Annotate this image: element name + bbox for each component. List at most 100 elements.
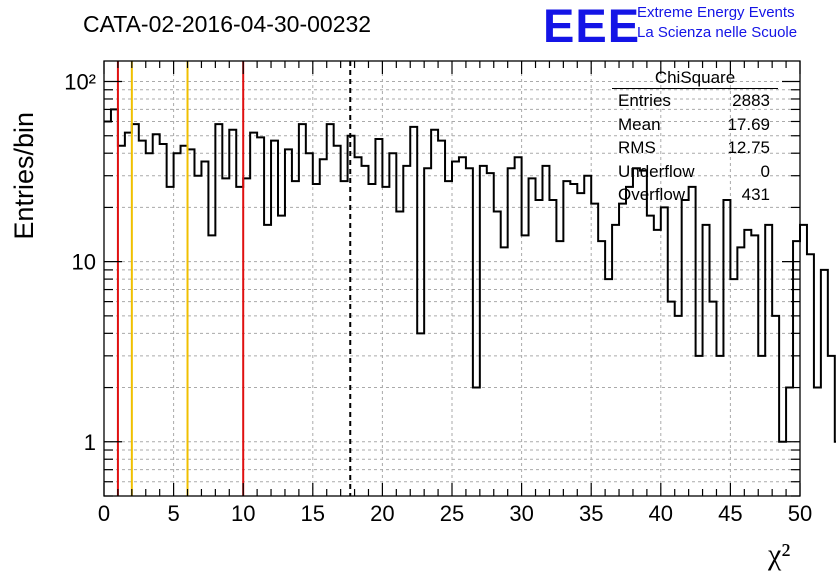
histogram-bin: [529, 178, 536, 496]
logo-line-2: La Scienza nelle Scuole: [637, 24, 798, 41]
histogram-bin: [730, 279, 737, 496]
x-tick-label: 40: [649, 501, 673, 526]
histogram-bin: [640, 171, 647, 496]
histogram-bin: [654, 230, 661, 496]
histogram-bin: [647, 216, 654, 496]
y-tick-label: 10: [72, 250, 96, 275]
histogram-bin: [104, 121, 111, 496]
run-title: CATA-02-2016-04-30-00232: [83, 11, 372, 37]
histogram-bin: [111, 109, 118, 496]
histogram-bin: [375, 139, 382, 496]
histogram-bin: [201, 161, 208, 496]
histogram-bin: [633, 168, 640, 496]
x-tick-label: 35: [579, 501, 603, 526]
x-tick-label: 20: [370, 501, 394, 526]
histogram-bin: [264, 225, 271, 496]
x-tick-label: 15: [301, 501, 325, 526]
x-tick-label: 25: [440, 501, 464, 526]
histogram-bin: [563, 181, 570, 496]
stats-label: RMS: [618, 138, 656, 157]
histogram-bin: [682, 200, 689, 496]
stats-label: Mean: [618, 114, 661, 134]
histogram-bin: [382, 187, 389, 496]
histogram-bin: [278, 216, 285, 496]
histogram-bin: [703, 225, 710, 496]
y-tick-label: 1: [84, 430, 96, 455]
histogram-bin: [584, 176, 591, 496]
stats-row-entries: Entries 2883: [612, 89, 778, 113]
histogram-bin: [577, 193, 584, 496]
histogram-bin: [689, 187, 696, 496]
histogram-bin: [236, 187, 243, 496]
histogram-bin: [257, 137, 264, 496]
histogram-bin: [299, 124, 306, 496]
stats-label: Entries: [618, 91, 671, 110]
histogram-bin: [626, 187, 633, 496]
histogram-bin: [417, 333, 424, 496]
histogram-bin: [779, 442, 786, 496]
x-tick-label: 45: [718, 501, 742, 526]
histogram-bin: [619, 204, 626, 496]
histogram-bin: [181, 146, 188, 496]
histogram-bin: [306, 153, 313, 496]
histogram-bin: [222, 178, 229, 496]
histogram-bin: [174, 153, 181, 496]
stats-title: ChiSquare: [612, 68, 778, 89]
histogram-bin: [160, 144, 167, 496]
grid-lines: [104, 61, 800, 497]
stats-row-rms: RMS 12.75: [612, 136, 778, 160]
histogram-bin: [765, 225, 772, 496]
axis-ticks: [103, 61, 801, 497]
x-axis-label: χ²: [767, 538, 790, 571]
stats-row-underflow: Underflow 0: [612, 160, 778, 184]
histogram-bin: [723, 200, 730, 496]
histogram-bin: [424, 168, 431, 496]
histogram-bin: [800, 225, 807, 496]
stats-value: 17.69: [727, 114, 770, 134]
histogram-bin: [132, 124, 139, 496]
x-tick-label: 50: [788, 501, 812, 526]
histogram-series: [104, 108, 836, 496]
x-tick-label: 10: [231, 501, 255, 526]
histogram-bin: [522, 235, 529, 496]
histogram-bin: [139, 141, 146, 496]
x-tick-label: 0: [98, 501, 110, 526]
stats-value: 431: [741, 185, 770, 204]
histogram-outline: [104, 108, 836, 443]
histogram-bin: [341, 181, 348, 496]
x-tick-label: 5: [167, 501, 179, 526]
stats-label: Overflow: [618, 185, 686, 204]
histogram-bin: [229, 130, 236, 496]
histogram-bin: [821, 270, 828, 496]
histogram-bin: [598, 241, 605, 496]
stats-value: 0: [760, 161, 770, 181]
stats-value: 2883: [732, 91, 770, 110]
histogram-bin: [591, 204, 598, 496]
histogram-bin: [473, 388, 480, 496]
histogram-bin: [285, 149, 292, 496]
histogram-bin: [389, 153, 396, 496]
histogram-bin: [188, 149, 195, 496]
histogram-bin: [215, 124, 222, 496]
stats-label: Underflow: [618, 161, 695, 181]
histogram-bin: [167, 187, 174, 496]
histogram-bin: [536, 200, 543, 496]
histogram-bin: [445, 181, 452, 496]
histogram-bin: [508, 168, 515, 496]
histogram-bin: [828, 356, 835, 496]
histogram-bin: [452, 161, 459, 496]
stats-box: ChiSquare Entries 2883 Mean 17.69 RMS 12…: [612, 68, 778, 207]
histogram-bin: [431, 130, 438, 496]
histogram-bin: [410, 127, 417, 496]
histogram-bin: [320, 159, 327, 496]
histogram-bin: [542, 166, 549, 496]
histogram-bin: [675, 316, 682, 496]
histogram-bin: [570, 184, 577, 496]
histogram-bin: [396, 211, 403, 496]
histogram-bin: [118, 146, 125, 496]
tick-labels: 0 5 10 15 20 25 30 35 40 45 50 1 10 10²: [64, 70, 812, 526]
histogram-bin: [710, 302, 717, 496]
histogram-bin: [556, 241, 563, 496]
histogram-bin: [355, 157, 362, 496]
histogram-bin: [549, 200, 556, 496]
